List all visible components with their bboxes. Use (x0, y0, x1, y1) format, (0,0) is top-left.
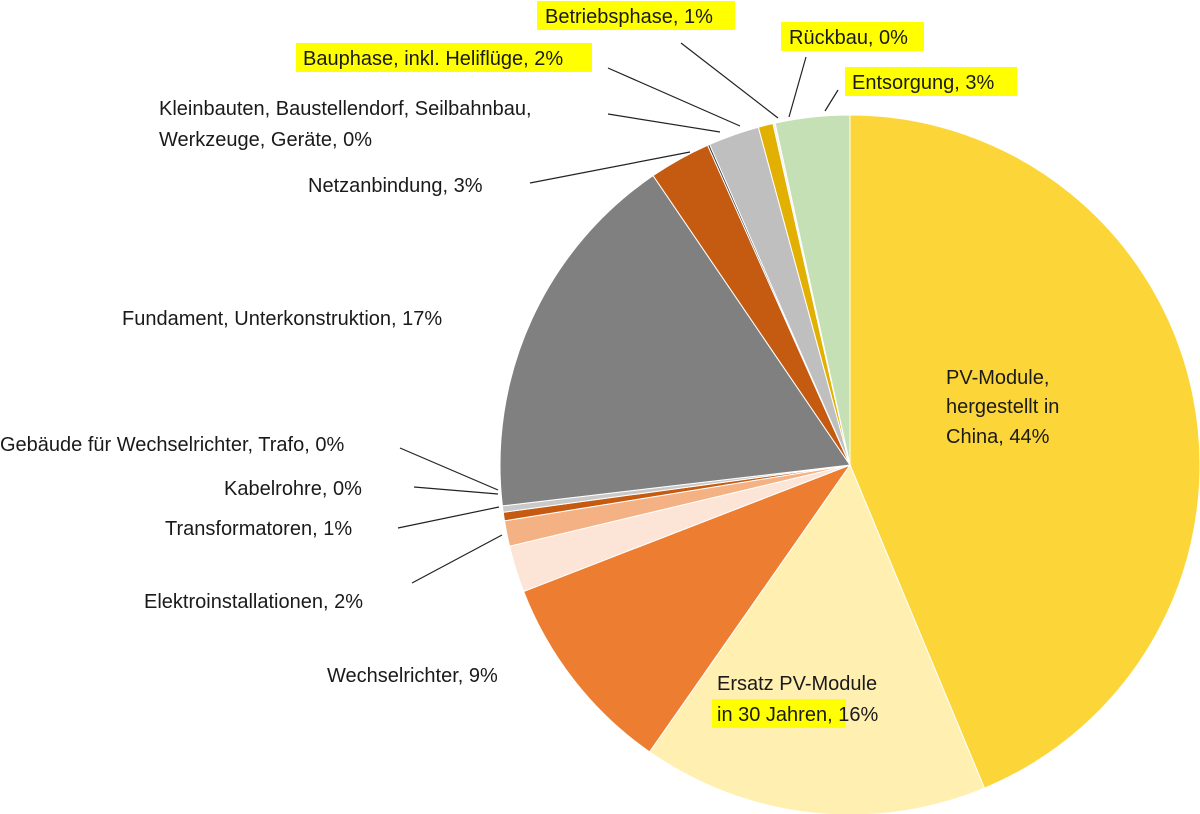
leader-line-elektro (411, 534, 503, 584)
label-pv-line2: hergestellt in (946, 396, 1059, 418)
label-ersatz-line2-a: in 30 Jahren, (717, 704, 833, 726)
label-kabel: Kabelrohre, 0% (224, 478, 362, 500)
label-gebaeude: Gebäude für Wechselrichter, Trafo, 0% (0, 434, 344, 456)
label-pv-line3: China, 44% (946, 426, 1050, 448)
highlight-bau (296, 43, 592, 72)
label-ersatz-line2: in 30 Jahren, 16% (717, 704, 878, 726)
label-elektro: Elektroinstallationen, 2% (144, 591, 363, 613)
leader-line-kabel (413, 486, 499, 495)
pie-slice-entsorgung (774, 114, 851, 466)
pie-slices (499, 114, 1200, 814)
label-bau: Bauphase, inkl. Heliflüge, 2% (303, 48, 563, 70)
pie-slice-fundament (499, 174, 851, 507)
label-entsorgung: Entsorgung, 3% (852, 72, 995, 94)
leader-line-gebaeude (399, 447, 499, 491)
pie-slice-pv (849, 114, 1200, 789)
highlight-entsorgung (845, 67, 1017, 96)
label-trafo: Transformatoren, 1% (165, 518, 352, 540)
label-fundament: Fundament, Unterkonstruktion, 17% (122, 308, 442, 330)
label-betrieb: Betriebsphase, 1% (545, 6, 713, 28)
leader-lines (397, 42, 839, 584)
label-klein-line1: Kleinbauten, Baustellendorf, Seilbahnbau… (159, 98, 532, 120)
highlight-ersatz (712, 699, 846, 728)
label-netz: Netzanbindung, 3% (308, 175, 483, 197)
highlight-betrieb (537, 1, 735, 30)
label-klein-line2: Werkzeuge, Geräte, 0% (159, 129, 372, 151)
label-ersatz-line2-b: 16% (833, 704, 879, 726)
slice-labels: Betriebsphase, 1% Rückbau, 0% Entsorgung… (0, 1, 1059, 728)
label-wr: Wechselrichter, 9% (327, 665, 498, 687)
pie-slice-wr (522, 463, 852, 753)
leader-line-netz (529, 151, 691, 184)
leader-line-rueckbau (788, 56, 807, 118)
leader-line-betrieb (680, 42, 779, 119)
label-rueckbau: Rückbau, 0% (789, 27, 908, 49)
leader-line-trafo (397, 506, 500, 529)
label-pv-line1: PV-Module, (946, 367, 1049, 389)
label-ersatz-line1: Ersatz PV-Module (717, 673, 877, 695)
leader-line-bau (607, 67, 741, 127)
highlight-rueckbau (781, 22, 924, 51)
leader-line-klein (607, 113, 721, 133)
leader-line-entsorgung (824, 89, 839, 112)
